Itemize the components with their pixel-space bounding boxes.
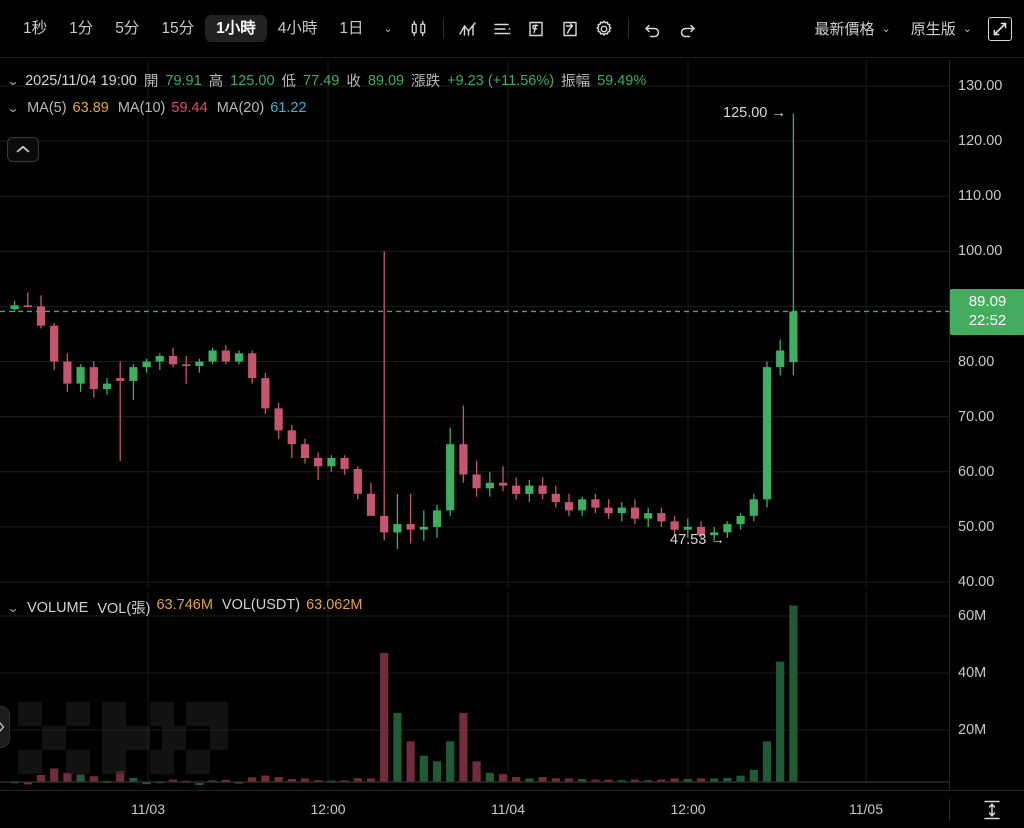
ma-expand-chevron-icon[interactable]: ⌄ <box>6 101 20 115</box>
indicator-list-icon[interactable] <box>485 12 519 46</box>
ma-legend: ⌄ MA(5) 63.89 MA(10) 59.44 MA(20) 61.22 <box>6 100 307 116</box>
ohlc-close-value: 89.09 <box>367 72 405 89</box>
volume-title: VOLUME <box>27 599 89 616</box>
volume-value: 63.062M <box>306 597 363 613</box>
volume-legend: ⌄ VOLUME VOL(張) 63.746M VOL(USDT) 63.062M <box>6 597 363 618</box>
price-axis-tick: 120.00 <box>958 133 1003 150</box>
ma-item: MA(20) 61.22 <box>217 100 307 116</box>
price-axis-tick: 110.00 <box>958 188 1002 205</box>
volume-chart-pane[interactable] <box>0 592 949 790</box>
gear-icon[interactable] <box>587 12 621 46</box>
time-axis-tick: 11/05 <box>849 801 883 817</box>
ohlc-low-value: 77.49 <box>303 72 340 89</box>
price-mode-label: 最新價格 <box>814 21 875 38</box>
volume-item-group: VOL(張) 63.746M VOL(USDT) 63.062M <box>97 597 362 618</box>
time-axis-tick: 12:00 <box>670 801 706 817</box>
timeframe-1日[interactable]: 1日 <box>339 19 364 37</box>
ma-item-group: MA(5) 63.89 MA(10) 59.44 MA(20) 61.22 <box>27 100 306 116</box>
time-axis[interactable]: 11/03 12:00 11/04 12:00 11/05 <box>0 790 1024 828</box>
volume-label: VOL(USDT) <box>221 597 301 613</box>
price-axis-tick: 100.00 <box>958 243 1003 260</box>
ma-item: MA(10) 59.44 <box>118 100 208 116</box>
price-axis-tick: 70.00 <box>958 408 995 425</box>
ohlc-datetime: 2025/11/04 19:00 <box>25 72 137 89</box>
timeframe-4小時[interactable]: 4小時 <box>277 19 318 37</box>
chart-toolbar: 1秒 1分 5分 15分 1小時 4小時 1日 ⌄ <box>0 0 1024 58</box>
ma-value: 61.22 <box>270 100 307 116</box>
indicator-icon[interactable] <box>451 12 485 46</box>
price-axis-tick: 60.00 <box>958 463 995 480</box>
ohlc-amplitude-value: 59.49% <box>597 72 647 89</box>
measure-icon[interactable] <box>553 12 587 46</box>
axis-divider <box>949 799 950 821</box>
chevron-down-icon: ⌄ <box>881 23 891 35</box>
volume-expand-chevron-icon[interactable]: ⌄ <box>6 600 20 615</box>
toolbar-divider <box>442 18 444 39</box>
ohlc-change-label: 漲跌 <box>411 74 441 90</box>
price-axis-tick: 80.00 <box>958 353 995 370</box>
price-mode-dropdown[interactable]: 最新價格 ⌄ <box>805 18 901 39</box>
ohlc-close-label: 收 <box>346 74 361 90</box>
fullscreen-icon[interactable] <box>988 16 1012 41</box>
volume-item: VOL(USDT) 63.062M <box>222 597 363 618</box>
left-drawer-handle[interactable] <box>0 706 10 748</box>
timeframe-5分[interactable]: 5分 <box>115 19 140 37</box>
chevron-down-icon: ⌄ <box>962 23 972 35</box>
ma-value: 63.89 <box>72 100 109 116</box>
undo-icon[interactable] <box>636 12 670 46</box>
ma-item: MA(5) 63.89 <box>27 100 109 116</box>
candlestick-icon[interactable] <box>402 12 436 46</box>
current-price-badge[interactable]: 89.09 22:52 <box>950 289 1024 336</box>
axis-resize-icon[interactable] <box>981 798 1003 827</box>
volume-axis-tick: 60M <box>958 608 987 624</box>
timeframe-15分[interactable]: 15分 <box>161 19 195 37</box>
high-price-marker: 125.00 → <box>723 104 786 121</box>
timeframe-1小時[interactable]: 1小時 <box>205 14 267 43</box>
chart-version-dropdown[interactable]: 原生版 ⌄ <box>901 18 982 39</box>
timeframe-1秒[interactable]: 1秒 <box>23 19 48 37</box>
ohlc-legend: ⌄ 2025/11/04 19:00 開 79.91 高 125.00 低 77… <box>6 70 647 91</box>
volume-axis-tick: 20M <box>958 722 987 738</box>
drawing-tool-icon[interactable] <box>519 12 553 46</box>
price-axis-tick: 50.00 <box>958 518 995 535</box>
current-price-value: 89.09 <box>968 293 1007 311</box>
time-axis-tick: 11/03 <box>131 801 165 817</box>
volume-label: VOL(張) <box>97 601 151 617</box>
toolbar-divider-2 <box>627 18 629 39</box>
ohlc-change-value: +9.23 (+11.56%) <box>447 72 555 89</box>
ohlc-high-value: 125.00 <box>230 72 275 89</box>
ma-label: MA(10) <box>117 100 166 116</box>
price-axis-tick: 40.00 <box>958 574 995 590</box>
chart-version-label: 原生版 <box>910 21 956 38</box>
low-price-marker: 47.53 → <box>670 531 725 548</box>
timeframe-more-chevron-icon[interactable]: ⌄ <box>383 23 393 35</box>
ma-label: MA(5) <box>27 100 67 116</box>
ohlc-open-value: 79.91 <box>165 72 202 89</box>
time-axis-tick: 11/04 <box>491 801 525 817</box>
time-axis-tick: 12:00 <box>310 801 346 817</box>
timeframe-1分[interactable]: 1分 <box>69 19 94 37</box>
volume-axis-tick: 40M <box>958 665 987 681</box>
ohlc-low-label: 低 <box>281 74 297 90</box>
redo-icon[interactable] <box>670 12 704 46</box>
ohlc-amplitude-label: 振幅 <box>561 74 591 90</box>
price-axis-tick: 130.00 <box>958 78 1003 94</box>
ohlc-high-label: 高 <box>208 74 224 90</box>
price-chart-pane[interactable] <box>0 60 949 588</box>
price-axis[interactable]: 130.00 120.00 110.00 100.00 80.00 70.00 60.00 5… <box>949 60 1024 790</box>
collapse-pane-button[interactable] <box>7 137 39 162</box>
timeframe-group: 1秒 1分 5分 15分 1小時 4小時 1日 <box>12 14 375 43</box>
ohlc-expand-chevron-icon[interactable]: ⌄ <box>6 73 20 88</box>
volume-value: 63.746M <box>156 597 213 613</box>
ma-label: MA(20) <box>216 100 265 116</box>
volume-item: VOL(張) 63.746M <box>97 597 213 618</box>
ohlc-open-label: 開 <box>143 74 159 90</box>
countdown-value: 22:52 <box>968 311 1007 329</box>
ma-value: 59.44 <box>171 100 208 116</box>
